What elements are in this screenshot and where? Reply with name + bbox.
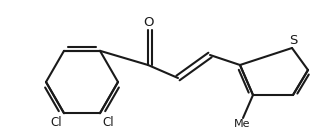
Text: Me: Me (234, 119, 250, 129)
Text: Cl: Cl (50, 116, 62, 129)
Text: Cl: Cl (102, 116, 114, 129)
Text: O: O (143, 16, 153, 29)
Text: S: S (289, 34, 297, 47)
